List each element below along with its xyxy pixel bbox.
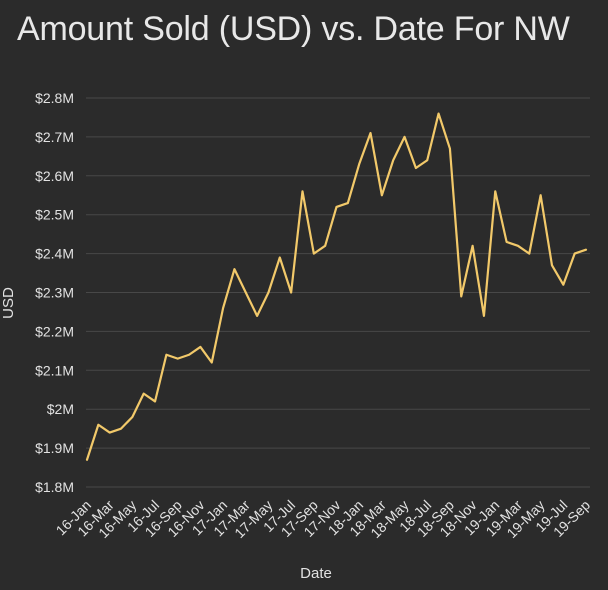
y-tick-label: $2.1M: [35, 362, 74, 378]
y-axis-tick-labels: $1.8M $1.9M $2M $2.1M $2.2M $2.3M $2.4M $2.5M $2…: [35, 90, 74, 495]
data-point: [391, 158, 395, 162]
data-point: [357, 162, 361, 166]
data-point: [516, 244, 520, 248]
x-axis-tick-labels: 16-Jan16-Mar16-May16-Jul16-Sep16-Nov17-J…: [53, 497, 594, 542]
data-point: [584, 248, 588, 252]
data-point: [323, 244, 327, 248]
series-line: [85, 112, 588, 461]
y-tick-label: $2.2M: [35, 323, 74, 339]
data-point: [119, 427, 123, 431]
y-tick-label: $2M: [47, 401, 74, 417]
data-point: [414, 166, 418, 170]
data-point: [573, 252, 577, 256]
data-point: [221, 306, 225, 310]
data-point: [539, 193, 543, 197]
y-tick-label: $2.3M: [35, 285, 74, 301]
data-point: [96, 423, 100, 427]
y-tick-label: $1.9M: [35, 440, 74, 456]
data-point: [346, 201, 350, 205]
data-point: [482, 314, 486, 318]
data-point: [561, 283, 565, 287]
y-tick-label: $2.7M: [35, 129, 74, 145]
data-point: [335, 205, 339, 209]
data-point: [232, 267, 236, 271]
y-tick-label: $2.6M: [35, 168, 74, 184]
data-point: [459, 294, 463, 298]
data-point: [448, 147, 452, 151]
data-point: [85, 458, 89, 462]
y-tick-label: $2.4M: [35, 246, 74, 262]
y-tick-label: $2.8M: [35, 90, 74, 106]
data-point: [300, 189, 304, 193]
y-tick-label: $2.5M: [35, 207, 74, 223]
gridlines: [86, 97, 590, 488]
data-point: [380, 193, 384, 197]
data-point: [255, 314, 259, 318]
data-point: [369, 131, 373, 135]
data-point: [198, 345, 202, 349]
data-point: [505, 240, 509, 244]
data-point: [278, 255, 282, 259]
y-axis-title: USD: [0, 287, 17, 319]
data-point: [527, 252, 531, 256]
data-point: [471, 244, 475, 248]
data-point: [153, 399, 157, 403]
data-point: [210, 361, 214, 365]
data-point: [266, 291, 270, 295]
data-point: [130, 415, 134, 419]
x-axis-title: Date: [300, 565, 332, 582]
data-point: [403, 135, 407, 139]
data-point: [142, 392, 146, 396]
data-point: [425, 158, 429, 162]
data-point: [437, 112, 441, 116]
data-point: [164, 353, 168, 357]
y-tick-label: $1.8M: [35, 479, 74, 495]
data-point: [244, 291, 248, 295]
data-point: [108, 431, 112, 435]
data-point: [312, 252, 316, 256]
data-point: [550, 263, 554, 267]
data-point: [187, 353, 191, 357]
data-point: [493, 189, 497, 193]
data-point: [176, 357, 180, 361]
chart-title: Amount Sold (USD) vs. Date For NW: [17, 10, 570, 48]
data-point: [289, 291, 293, 295]
series-lines: [85, 112, 588, 462]
